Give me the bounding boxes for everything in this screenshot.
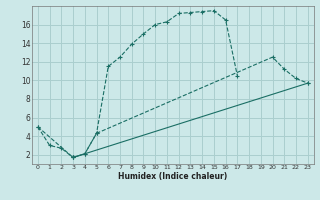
X-axis label: Humidex (Indice chaleur): Humidex (Indice chaleur) bbox=[118, 172, 228, 181]
